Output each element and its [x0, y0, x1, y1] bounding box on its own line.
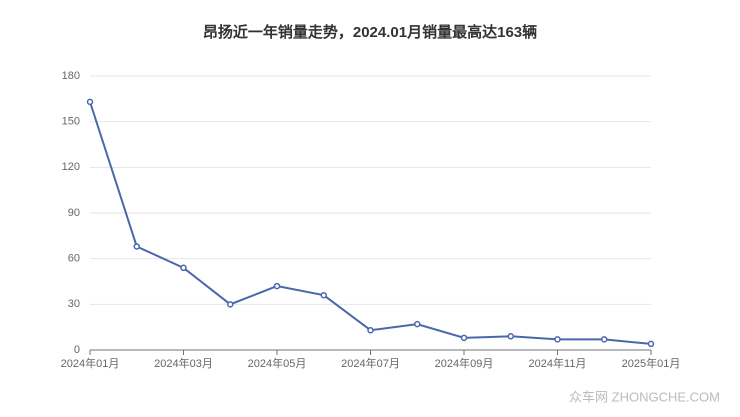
x-tick-label: 2024年11月 [529, 356, 587, 370]
y-tick-label: 180 [62, 70, 80, 82]
point [320, 291, 327, 299]
chart-title: 昂扬近一年销量走势，2024.01月销量最高达163辆 [203, 23, 537, 41]
point [647, 340, 655, 348]
point [133, 243, 140, 250]
y-tick-label: 0 [74, 344, 80, 356]
x-tick-label: 2024年03月 [154, 356, 213, 370]
y-tick-label: 90 [68, 207, 80, 219]
point [601, 336, 608, 343]
watermark: 众车网 ZHONGCHE.COM [569, 389, 720, 404]
point [86, 98, 94, 106]
point [367, 326, 374, 334]
y-tick-label: 60 [68, 253, 80, 265]
x-tick-label: 2024年09月 [435, 356, 494, 370]
point [460, 334, 468, 342]
point [227, 301, 234, 308]
y-tick-label: 120 [62, 161, 80, 173]
point [507, 333, 514, 340]
x-tick-label: 2024年05月 [248, 356, 307, 370]
x-tick-label: 2024年07月 [341, 356, 400, 370]
point [273, 282, 281, 290]
line [89, 101, 652, 345]
point [414, 320, 421, 328]
x-tick-label: 2024年01月 [61, 356, 120, 370]
point [554, 336, 561, 343]
y-tick-label: 150 [62, 116, 80, 128]
y-tick-label: 30 [68, 298, 80, 310]
point [180, 264, 187, 272]
x-tick-label: 2025年01月 [622, 356, 681, 370]
